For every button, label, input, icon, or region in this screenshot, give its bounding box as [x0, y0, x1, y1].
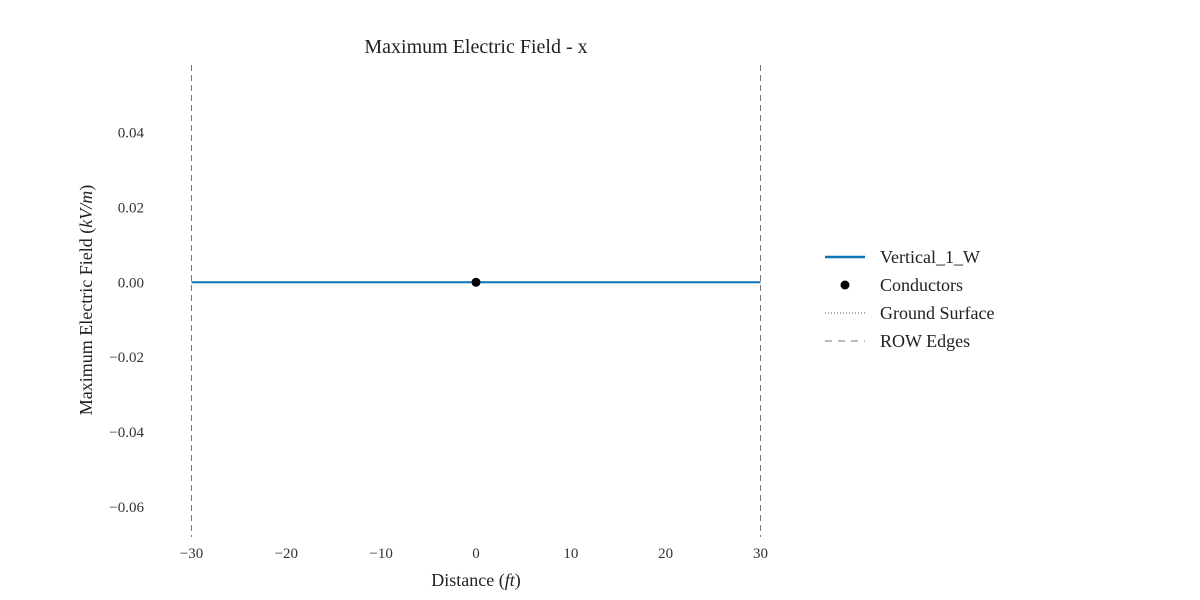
y-tick-label: 0.00 — [118, 275, 144, 291]
chart-title: Maximum Electric Field - x — [364, 36, 587, 58]
x-tick-label: 10 — [563, 546, 578, 562]
legend-label: ROW Edges — [880, 331, 970, 351]
legend-swatch-marker — [840, 280, 850, 290]
y-axis-title-close-paren: ) — [76, 185, 97, 191]
x-axis-title: Distance (ft) — [431, 570, 521, 591]
legend-label: Vertical_1_W — [880, 247, 980, 267]
y-axis-title-unit: kV/m — [76, 191, 96, 228]
y-tick-label: 0.02 — [118, 200, 144, 216]
y-tick-label: −0.06 — [109, 500, 144, 516]
legend-label: Conductors — [880, 275, 963, 295]
legend-item: Conductors — [840, 275, 963, 295]
x-tick-label: −30 — [180, 546, 203, 562]
legend-label: Ground Surface — [880, 303, 994, 323]
legend: Vertical_1_W Conductors Ground Surface ROW … — [825, 247, 994, 351]
y-tick-label: −0.04 — [109, 425, 144, 441]
x-tick-label: 20 — [658, 546, 673, 562]
legend-item: ROW Edges — [825, 331, 970, 351]
legend-item: Ground Surface — [825, 303, 994, 323]
plot-area — [190, 65, 762, 537]
x-tick-label: −10 — [369, 546, 392, 562]
y-axis-title-text: Maximum Electric Field — [76, 238, 96, 415]
x-axis-title-unit: ft — [505, 570, 516, 590]
x-axis-title-close-paren: ) — [515, 570, 521, 591]
x-tick-label: 0 — [472, 546, 480, 562]
y-axis-title: Maximum Electric Field (kV/m) — [76, 185, 97, 415]
x-axis-title-text: Distance — [431, 570, 494, 590]
x-axis: −30 −20 −10 0 10 20 30 — [180, 546, 768, 562]
y-tick-label: 0.04 — [118, 125, 145, 141]
x-tick-label: −20 — [275, 546, 298, 562]
legend-item: Vertical_1_W — [825, 247, 980, 267]
x-axis-title-open-paren: ( — [499, 570, 505, 591]
y-tick-label: −0.02 — [109, 350, 144, 366]
y-axis-title-open-paren: ( — [76, 228, 97, 234]
y-axis: 0.04 0.02 0.00 −0.02 −0.04 −0.06 — [109, 125, 144, 516]
conductor-marker — [471, 277, 481, 287]
x-tick-label: 30 — [753, 546, 768, 562]
